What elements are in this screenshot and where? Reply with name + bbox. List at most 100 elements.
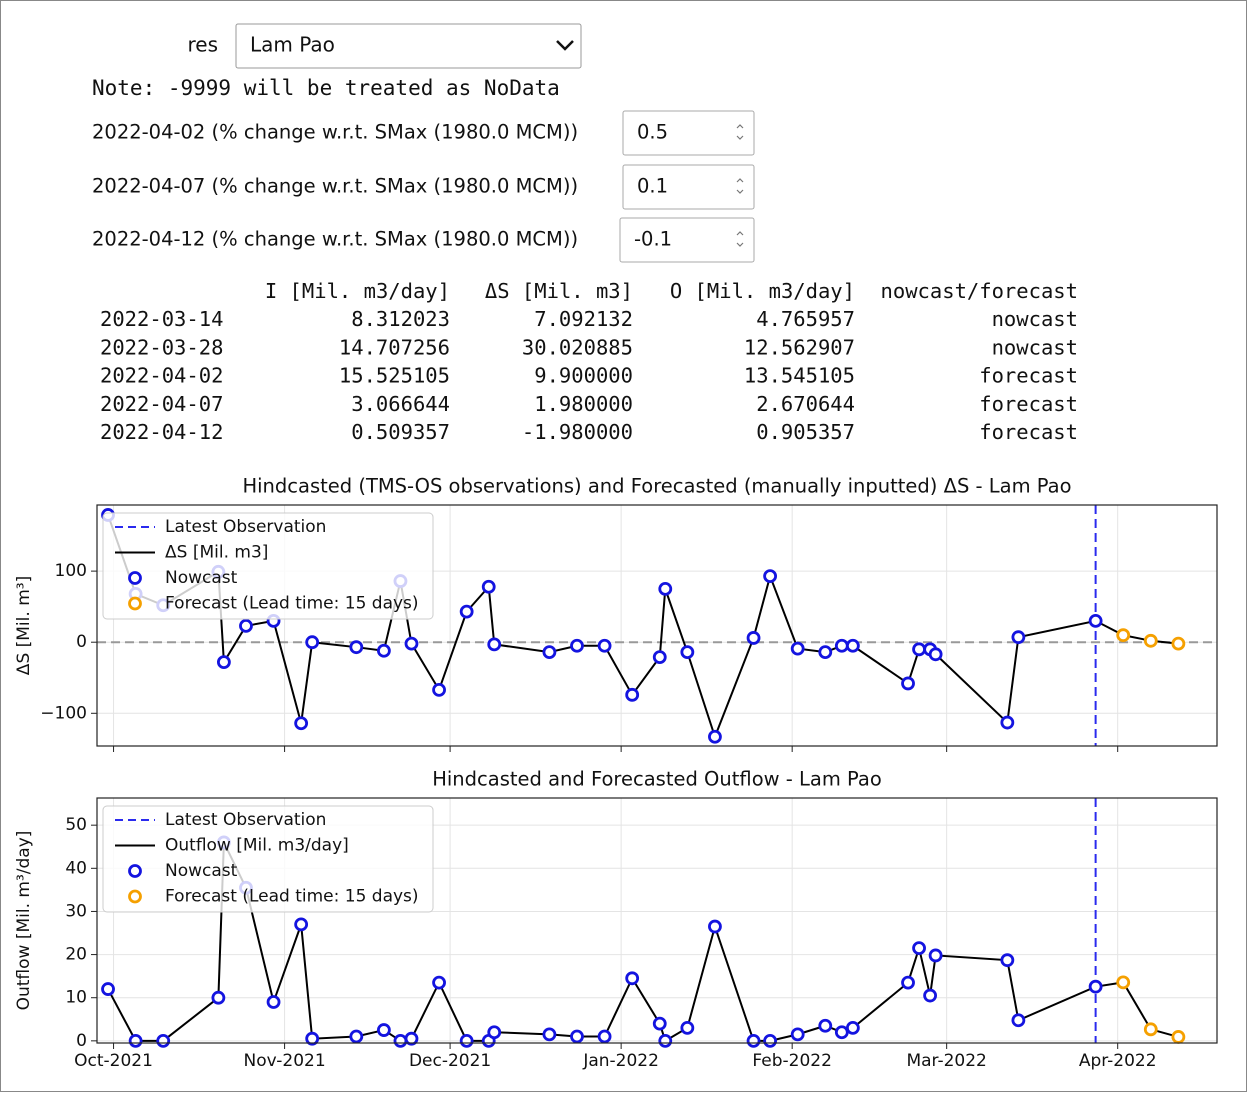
data-point xyxy=(680,1021,695,1035)
input-value[interactable]: -0.1 xyxy=(634,228,672,251)
table-cell: 0.509357 xyxy=(351,420,450,444)
data-point xyxy=(763,569,778,583)
y-tick-label: 0 xyxy=(76,632,87,652)
dropdown-value[interactable]: Lam Pao xyxy=(250,33,335,57)
chart-title: Hindcasted (TMS-OS observations) and For… xyxy=(242,475,1071,498)
data-point xyxy=(912,642,926,657)
data-point xyxy=(393,1033,408,1048)
data-point xyxy=(658,1033,673,1048)
legend-label: Latest Observation xyxy=(165,810,326,830)
table-cell: 12.562907 xyxy=(744,335,855,359)
legend-label: Forecast (Lead time: 15 days) xyxy=(165,594,419,614)
data-point xyxy=(1011,1013,1026,1028)
legend-label: ΔS [Mil. m3] xyxy=(165,543,268,563)
data-point xyxy=(834,638,849,653)
data-point xyxy=(928,647,943,662)
y-tick-label: 0 xyxy=(76,1031,87,1051)
data-point xyxy=(459,604,474,619)
data-point xyxy=(901,975,915,990)
table-cell: 9.900000 xyxy=(534,364,633,388)
data-point xyxy=(928,948,943,963)
data-point xyxy=(625,971,640,986)
y-tick-label: 20 xyxy=(65,945,87,965)
data-point xyxy=(708,729,722,744)
data-point xyxy=(1171,636,1186,651)
table-index: 2022-03-14 xyxy=(100,307,223,331)
data-point xyxy=(1171,1030,1186,1044)
data-point xyxy=(1143,1022,1158,1037)
table-index: 2022-03-28 xyxy=(100,335,223,359)
y-tick-label: 100 xyxy=(55,561,87,581)
table-cell: 13.545105 xyxy=(744,364,855,388)
data-point xyxy=(349,1029,364,1044)
legend-box xyxy=(102,512,434,620)
data-point xyxy=(570,638,584,653)
data-point xyxy=(542,645,557,660)
table-cell: 14.707256 xyxy=(339,335,450,359)
data-point xyxy=(746,631,761,645)
spinner[interactable] xyxy=(736,124,744,140)
y-tick-label: 50 xyxy=(65,815,87,835)
table-cell: forecast xyxy=(979,364,1078,388)
number-input[interactable] xyxy=(622,110,755,156)
data-point xyxy=(481,579,496,594)
table-index: 2022-04-07 xyxy=(100,392,223,416)
data-point xyxy=(542,1027,557,1042)
y-tick-label: −100 xyxy=(40,703,87,723)
data-point xyxy=(487,1025,502,1040)
data-point xyxy=(487,637,502,652)
table-header: O [Mil. m3/day] xyxy=(670,279,855,303)
dropdown[interactable] xyxy=(235,23,582,69)
data-point xyxy=(216,655,231,670)
table-cell: 15.525105 xyxy=(339,364,450,388)
data-point xyxy=(845,1021,860,1035)
data-point xyxy=(1088,979,1103,994)
number-input[interactable] xyxy=(622,164,755,210)
y-tick-label: 10 xyxy=(65,988,87,1008)
x-tick-label: Oct-2021 xyxy=(74,1051,153,1071)
data-point xyxy=(1088,613,1103,628)
table-cell: 8.312023 xyxy=(351,307,450,331)
legend-label: Nowcast xyxy=(165,861,238,881)
table-cell: 4.765957 xyxy=(756,307,855,331)
data-point xyxy=(763,1033,778,1048)
data-point xyxy=(376,643,391,658)
data-point xyxy=(818,645,833,660)
data-point xyxy=(818,1018,833,1033)
data-point xyxy=(901,676,915,691)
table-cell: 30.020885 xyxy=(522,335,633,359)
chart-title: Hindcasted and Forecasted Outflow - Lam … xyxy=(432,768,882,791)
legend-label: Latest Observation xyxy=(165,517,326,537)
number-input[interactable] xyxy=(619,217,755,263)
legend-label: Forecast (Lead time: 15 days) xyxy=(165,887,419,907)
y-tick-label: 30 xyxy=(65,901,87,921)
data-point xyxy=(597,638,612,653)
dropdown-chevron[interactable] xyxy=(556,40,574,51)
x-tick-label: Jan-2022 xyxy=(582,1051,659,1071)
dropdown-label: res xyxy=(187,33,218,57)
legend-label: Nowcast xyxy=(165,568,238,588)
input-value[interactable]: 0.5 xyxy=(637,121,668,144)
input-label: 2022-04-12 (% change w.r.t. SMax (1980.0… xyxy=(92,228,578,251)
input-value[interactable]: 0.1 xyxy=(637,175,668,198)
data-point xyxy=(570,1029,584,1044)
table-cell: forecast xyxy=(979,392,1078,416)
data-point xyxy=(625,687,640,702)
data-point xyxy=(680,645,695,660)
y-tick-label: 40 xyxy=(65,858,87,878)
data-point xyxy=(101,982,115,996)
data-point xyxy=(432,682,446,697)
data-point xyxy=(156,1033,171,1048)
data-point xyxy=(432,975,446,990)
plot-frame xyxy=(96,504,1218,747)
spinner[interactable] xyxy=(736,178,744,194)
legend-swatch xyxy=(128,864,142,878)
data-point xyxy=(404,1031,419,1046)
table-index: 2022-04-12 xyxy=(100,420,223,444)
data-point xyxy=(658,581,673,596)
chart: Hindcasted (TMS-OS observations) and For… xyxy=(14,475,1218,752)
x-tick-label: Nov-2021 xyxy=(244,1051,326,1071)
data-point xyxy=(376,1023,391,1037)
data-point xyxy=(1000,715,1015,730)
spinner[interactable] xyxy=(736,231,744,247)
